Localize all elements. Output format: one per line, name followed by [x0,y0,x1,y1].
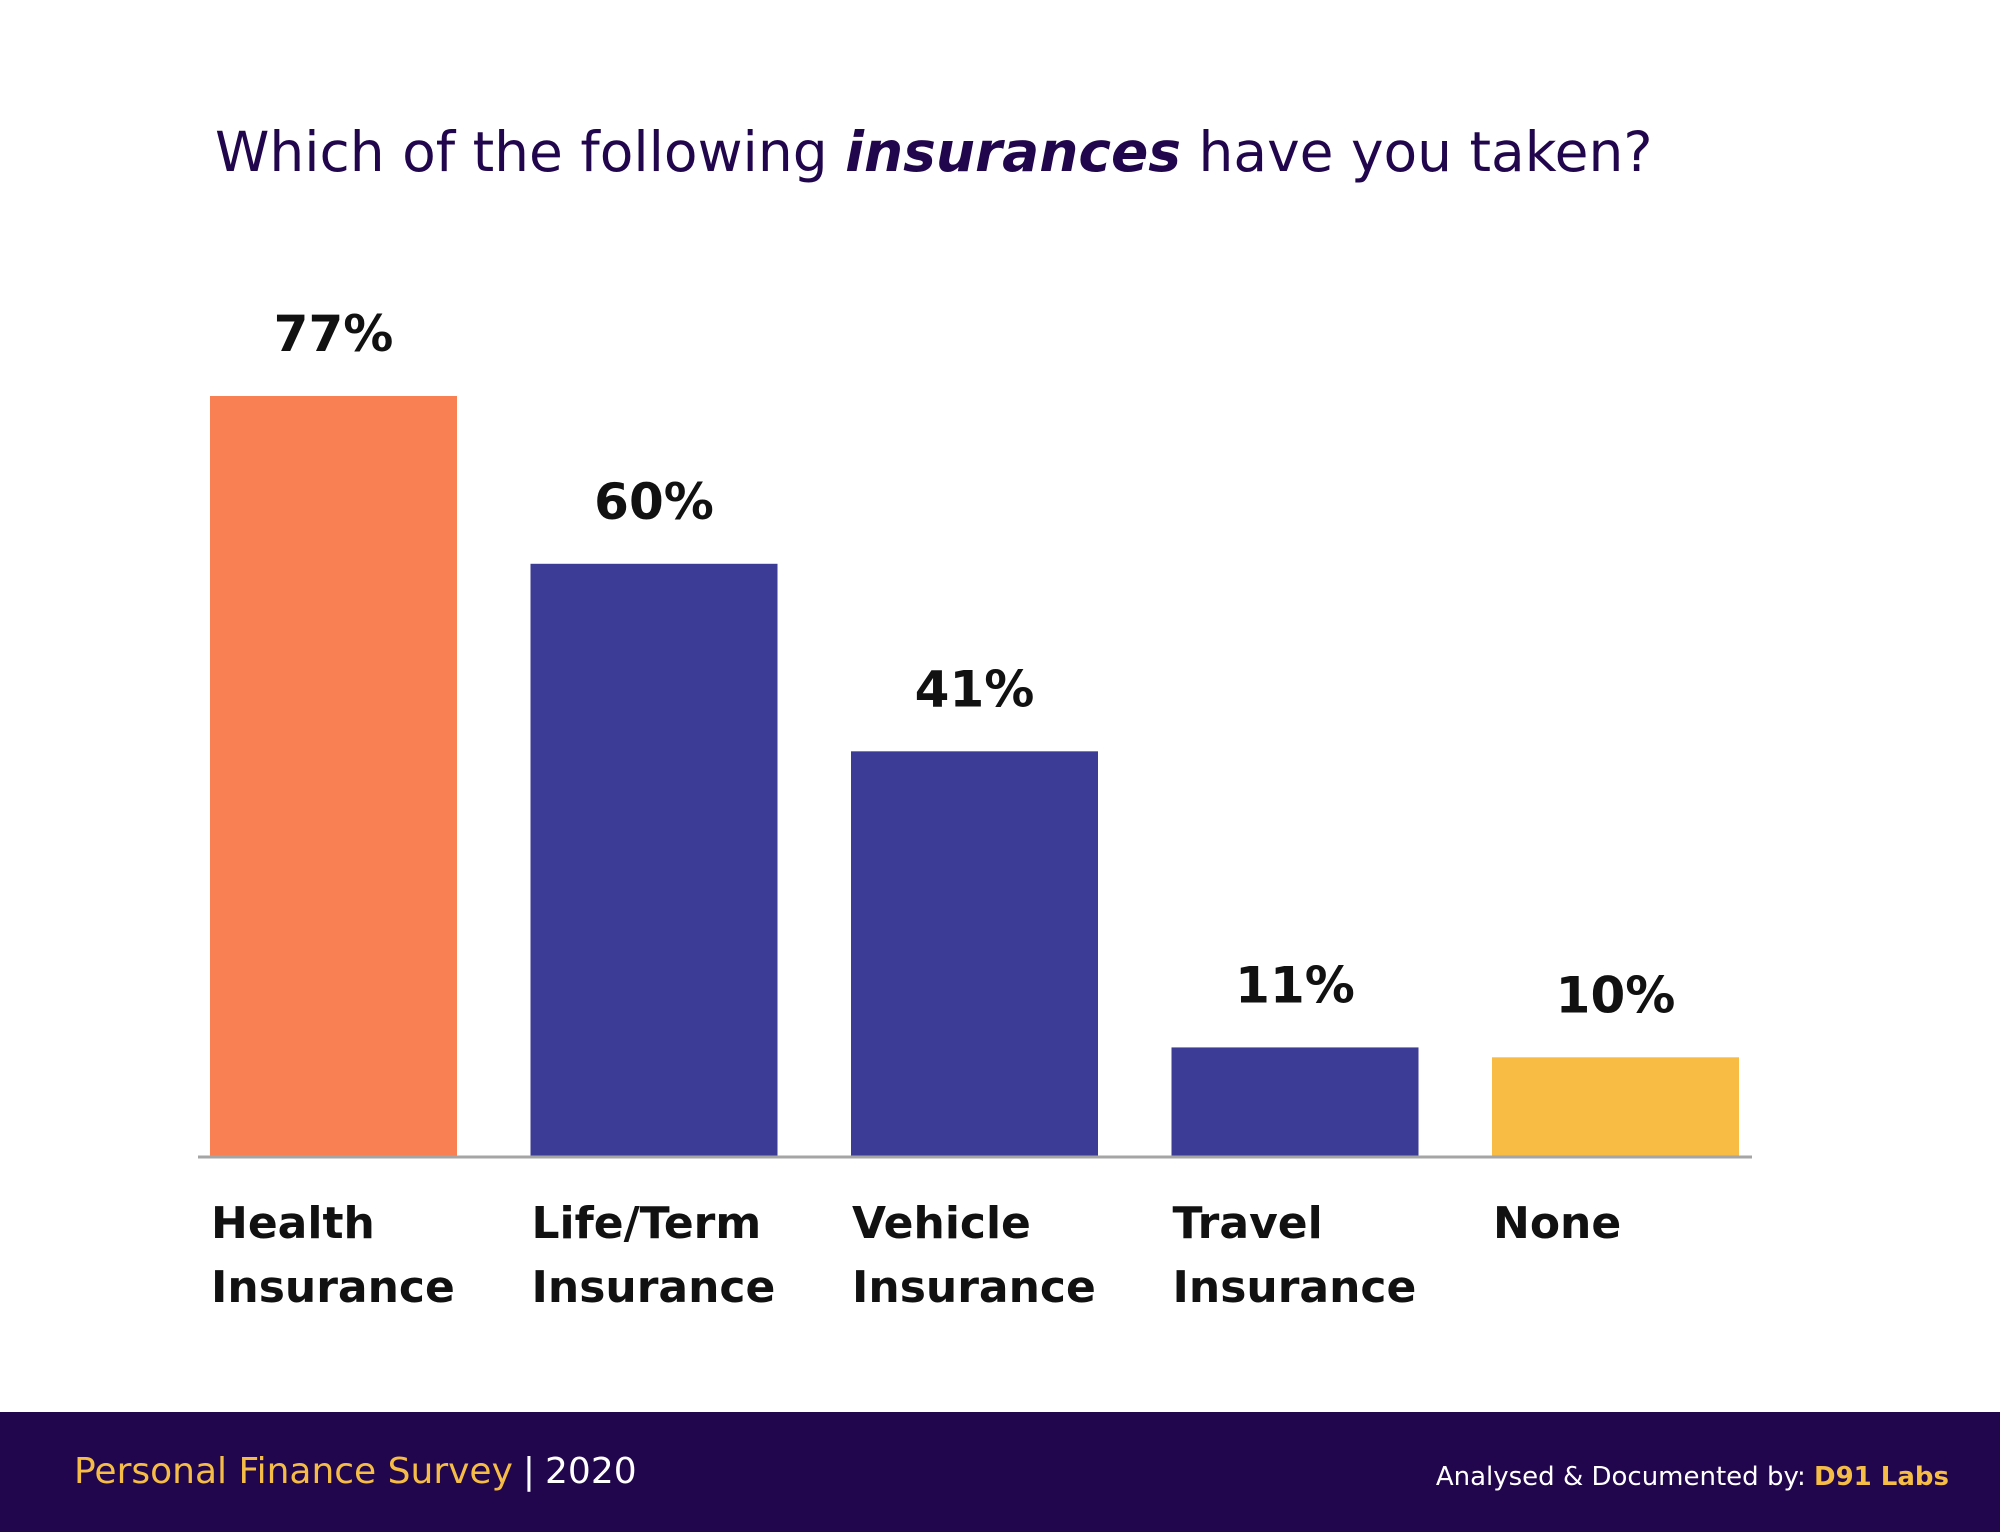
value-label-4: 11% [1235,956,1355,1014]
chart-title-emphasis: insurances [845,120,1182,184]
category-label-2-line-1: Life/Term [532,1198,762,1249]
brand-name: D91 Labs [1813,1462,1949,1492]
value-label-3: 41% [915,660,1035,718]
category-label-3-line-1: Vehicle [852,1198,1031,1249]
footer-separator: | [522,1451,536,1492]
bar-1 [210,396,457,1156]
chart-title-prefix: Which of the following [215,120,846,184]
bar-4 [1171,1047,1419,1156]
bar-3 [851,751,1098,1156]
survey-year: 2020 [545,1451,637,1492]
value-label-2: 60% [594,473,714,531]
footer-survey-info: Personal Finance Survey | 2020 [74,1450,637,1494]
category-label-4-line-1: Travel [1173,1198,1323,1249]
bar-2 [530,563,778,1156]
category-label-5-line-1: None [1493,1198,1621,1249]
value-label-5: 10% [1556,966,1676,1024]
footer-bar: Personal Finance Survey | 2020 Analysed & … [0,1412,2000,1532]
bar-chart: 77% Health Insurance 60% Life/Term Insurance 4… [198,305,1752,1313]
category-label-2-line-2: Insurance [532,1262,776,1313]
category-label-3-line-2: Insurance [852,1262,1096,1313]
chart-title-suffix: have you taken? [1181,120,1653,184]
value-label-1: 77% [274,305,394,363]
footer-credit: Analysed & Documented by: D91 Labs [1436,1460,1949,1494]
category-label-1-line-2: Insurance [211,1262,455,1313]
chart-title: Which of the following insurances have y… [215,112,1653,192]
category-label-1-line-1: Health [211,1198,375,1249]
credit-prefix: Analysed & Documented by: [1435,1462,1814,1492]
survey-name: Personal Finance Survey [74,1451,513,1492]
category-label-4-line-2: Insurance [1173,1262,1417,1313]
bar-5 [1492,1057,1739,1156]
